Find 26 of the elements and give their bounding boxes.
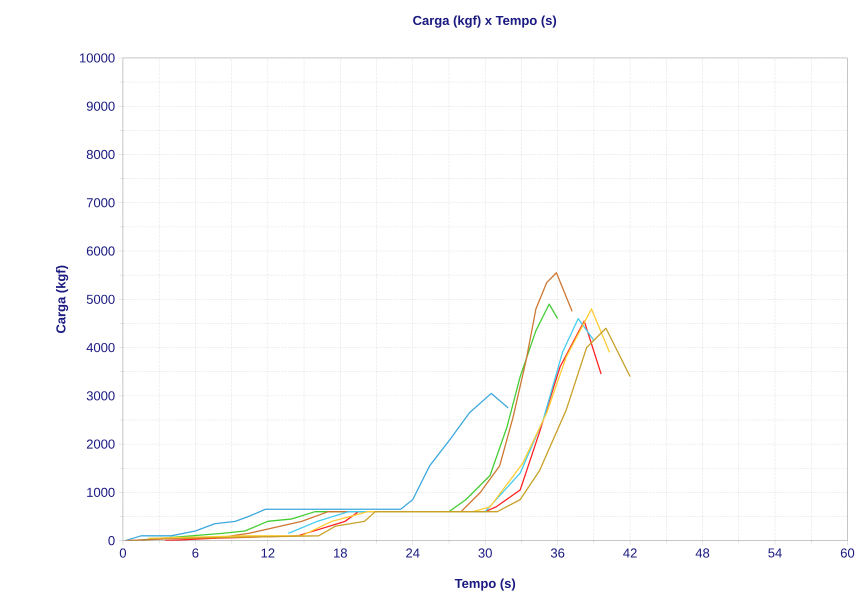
y-tick-label: 7000 (86, 198, 115, 208)
y-tick-label: 5000 (86, 294, 115, 304)
x-tick-label: 12 (262, 548, 274, 558)
x-tick-label: 24 (406, 548, 420, 558)
y-tick-label: 8000 (86, 150, 115, 160)
x-tick-label: 42 (623, 548, 637, 558)
x-tick-label: 48 (696, 548, 710, 558)
x-axis-title: Tempo (s) (454, 578, 516, 591)
y-tick-label: 6000 (86, 246, 115, 256)
chart-title: Carga (kgf) x Tempo (s) (413, 16, 556, 28)
line-series (124, 392, 509, 541)
x-tick-label: 36 (550, 548, 564, 558)
y-tick-label: 3000 (86, 391, 115, 401)
x-tick-label: 0 (120, 548, 126, 558)
y-tick-label: 9000 (86, 102, 115, 112)
x-tick-label: 54 (768, 548, 782, 558)
y-tick-label: 2000 (86, 440, 115, 449)
y-tick-label: 4000 (86, 343, 115, 352)
x-tick-label: 60 (840, 548, 854, 558)
y-tick-label: 0 (108, 536, 115, 546)
x-tick-label: 30 (478, 548, 492, 558)
x-tick-label: 6 (192, 548, 198, 558)
y-tick-label: 10000 (80, 54, 115, 63)
x-tick-label: 18 (334, 548, 347, 558)
y-tick-label: 1000 (87, 488, 115, 498)
y-axis-title: Carga (kgf) (56, 266, 68, 334)
